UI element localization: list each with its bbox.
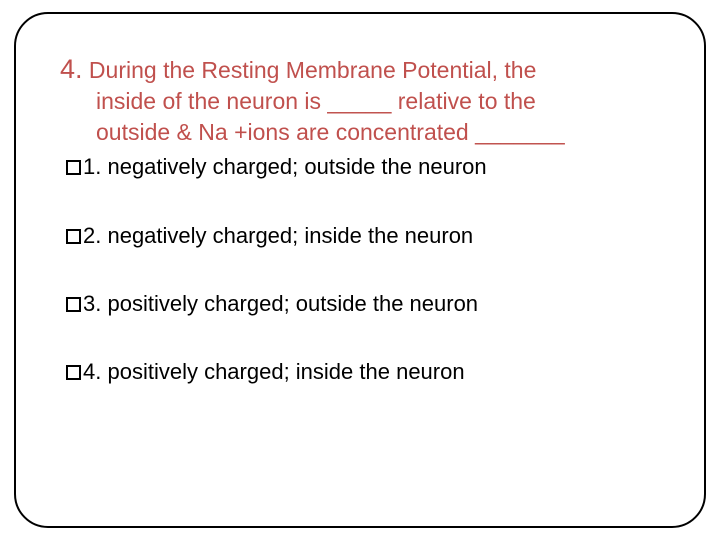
slide-frame: 4. During the Resting Membrane Potential… [14,12,706,528]
question-line-3: outside & Na +ions are concentrated ____… [60,117,660,148]
options-list: 1. negatively charged; outside the neuro… [60,154,660,386]
option-number: 3. [83,291,101,316]
question-line-1: During the Resting Membrane Potential, t… [83,57,537,83]
checkbox-icon [66,297,81,312]
option-1: 1. negatively charged; outside the neuro… [60,154,660,180]
checkbox-icon [66,365,81,380]
option-2: 2. negatively charged; inside the neuron [60,223,660,249]
option-text: positively charged; outside the neuron [101,291,478,316]
option-number: 1. [83,154,101,179]
question-line-2: inside of the neuron is _____ relative t… [60,86,660,117]
option-text: positively charged; inside the neuron [101,359,464,384]
question-block: 4. During the Resting Membrane Potential… [60,54,660,148]
checkbox-icon [66,229,81,244]
option-number: 4. [83,359,101,384]
question-number: 4. [60,54,83,84]
slide: 4. During the Resting Membrane Potential… [0,0,720,540]
checkbox-icon [66,160,81,175]
option-number: 2. [83,223,101,248]
option-text: negatively charged; outside the neuron [101,154,486,179]
option-text: negatively charged; inside the neuron [101,223,473,248]
option-4: 4. positively charged; inside the neuron [60,359,660,385]
option-3: 3. positively charged; outside the neuro… [60,291,660,317]
